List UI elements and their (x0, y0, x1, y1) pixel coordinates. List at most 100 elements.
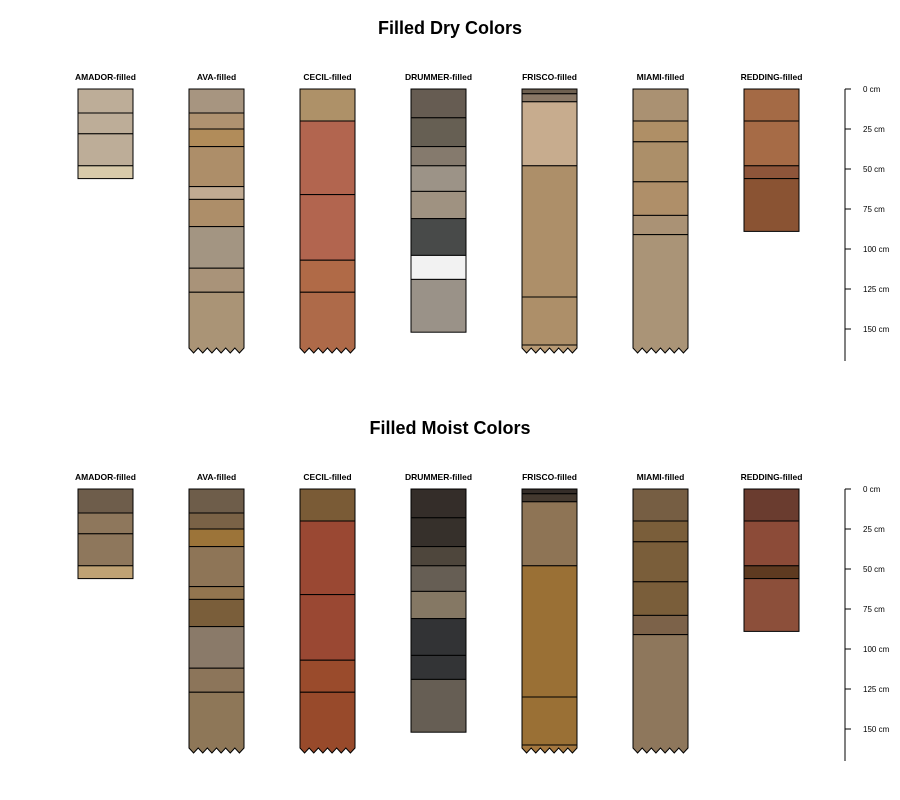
horizon-layer (632, 88, 689, 122)
horizon-layer (743, 120, 800, 167)
soil-profile: DRUMMER-filled (405, 472, 472, 733)
horizon-layer (77, 533, 134, 567)
horizon-layer (743, 165, 800, 180)
horizon-layer (521, 88, 578, 95)
horizon-layer (299, 291, 356, 354)
soil-profile: REDDING-filled (741, 472, 803, 632)
horizon-layer (188, 198, 245, 228)
panel-moist: Filled Moist Colors AMADOR-filled AVA-fil… (75, 418, 890, 761)
horizon-layer (632, 141, 689, 183)
horizon-layer (521, 165, 578, 298)
horizon-layer (521, 501, 578, 567)
profile-label: AVA-filled (197, 72, 236, 82)
horizon-layer (632, 120, 689, 143)
horizon-layer (410, 88, 467, 119)
horizon-layer (188, 626, 245, 669)
profile-label: FRISCO-filled (522, 472, 577, 482)
horizon-layer (743, 88, 800, 122)
horizon-layer (188, 598, 245, 628)
horizon-layer (743, 565, 800, 580)
depth-tick-label: 125 cm (863, 285, 890, 294)
horizon-layer (521, 744, 578, 754)
horizon-layer (299, 520, 356, 596)
horizon-layer (521, 493, 578, 503)
profile-label: DRUMMER-filled (405, 472, 472, 482)
depth-tick-label: 0 cm (863, 85, 881, 94)
horizon-layer (743, 520, 800, 567)
horizon-layer (521, 93, 578, 103)
soil-profile: AVA-filled (188, 72, 245, 354)
horizon-layer (299, 659, 356, 693)
horizon-layer (188, 226, 245, 269)
soil-profile: AMADOR-filled (75, 72, 136, 180)
soil-profile: MIAMI-filled (632, 472, 689, 754)
horizon-layer (188, 667, 245, 693)
horizon-layer (77, 512, 134, 535)
horizon-layer (632, 581, 689, 616)
horizon-layer (521, 488, 578, 495)
horizon-layer (632, 634, 689, 754)
horizon-layer (299, 488, 356, 522)
horizon-layer (299, 194, 356, 261)
horizon-layer (410, 618, 467, 656)
depth-tick-label: 100 cm (863, 645, 890, 654)
profile-label: AVA-filled (197, 472, 236, 482)
soil-profile: AMADOR-filled (75, 472, 136, 580)
horizon-layer (632, 181, 689, 216)
horizon-layer (410, 146, 467, 167)
horizon-layer (410, 488, 467, 519)
horizon-layer (632, 234, 689, 354)
profile-label: REDDING-filled (741, 472, 803, 482)
soil-profile: FRISCO-filled (521, 472, 578, 754)
horizon-layer (632, 614, 689, 636)
horizon-layer (188, 267, 245, 293)
horizon-layer (299, 594, 356, 661)
horizon-layer (632, 520, 689, 543)
horizon-layer (188, 528, 245, 548)
profile-label: FRISCO-filled (522, 72, 577, 82)
horizon-layer (410, 278, 467, 333)
depth-tick-label: 100 cm (863, 245, 890, 254)
horizon-layer (188, 291, 245, 354)
profile-label: MIAMI-filled (637, 472, 685, 482)
profile-label: AMADOR-filled (75, 472, 136, 482)
soil-profile: DRUMMER-filled (405, 72, 472, 333)
horizon-layer (77, 112, 134, 135)
horizon-layer (521, 101, 578, 167)
horizon-layer (77, 88, 134, 114)
depth-tick-label: 0 cm (863, 485, 881, 494)
profile-label: CECIL-filled (303, 72, 351, 82)
horizon-layer (410, 190, 467, 220)
soil-profile: CECIL-filled (299, 472, 356, 754)
horizon-layer (410, 546, 467, 567)
horizon-layer (77, 165, 134, 180)
horizon-layer (743, 178, 800, 232)
horizon-layer (299, 691, 356, 754)
horizon-layer (188, 512, 245, 530)
profile-label: REDDING-filled (741, 72, 803, 82)
horizon-layer (521, 296, 578, 346)
panel-title-dry: Filled Dry Colors (378, 18, 522, 38)
horizon-layer (410, 678, 467, 733)
depth-tick-label: 50 cm (863, 565, 885, 574)
profile-label: MIAMI-filled (637, 72, 685, 82)
depth-tick-label: 125 cm (863, 685, 890, 694)
soil-profile: FRISCO-filled (521, 72, 578, 354)
horizon-layer (632, 488, 689, 522)
soil-profile: REDDING-filled (741, 72, 803, 232)
horizon-layer (410, 565, 467, 592)
horizon-layer (521, 344, 578, 354)
panel-title-moist: Filled Moist Colors (369, 418, 530, 438)
depth-tick-label: 150 cm (863, 725, 890, 734)
soil-profile: AVA-filled (188, 472, 245, 754)
horizon-layer (188, 112, 245, 130)
profile-label: AMADOR-filled (75, 72, 136, 82)
horizon-layer (188, 128, 245, 148)
depth-tick-label: 150 cm (863, 325, 890, 334)
profile-label: CECIL-filled (303, 472, 351, 482)
horizon-layer (188, 488, 245, 514)
horizon-layer (410, 117, 467, 148)
depth-tick-label: 75 cm (863, 205, 885, 214)
depth-scale: 0 cm 25 cm 50 cm 75 cm 100 cm 125 cm 150 cm (844, 85, 890, 361)
